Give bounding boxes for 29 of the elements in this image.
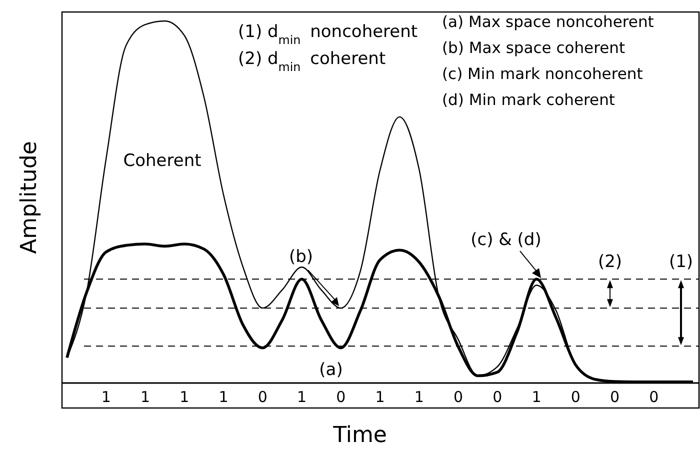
x-tick-label: 1: [101, 388, 111, 406]
series-label: Coherent: [123, 150, 202, 171]
annotation: (2): [598, 252, 622, 272]
annotation: (c) & (d): [470, 230, 542, 250]
annotation: (a) Max space noncoherent: [442, 13, 654, 31]
annotation: (1) d$_{min}$ noncoherent: [238, 22, 418, 47]
x-tick-label: 0: [649, 388, 659, 406]
x-tick-label: 1: [296, 388, 307, 406]
annotation: (b): [288, 247, 314, 268]
x-tick-label: 0: [453, 388, 464, 406]
x-tick-label: 0: [336, 388, 346, 406]
x-tick-label: 1: [180, 388, 190, 406]
x-tick-label: 0: [258, 388, 268, 406]
x-tick-label: 1: [532, 388, 542, 406]
x-tick-label: 1: [375, 388, 385, 406]
x-tick-label: 1: [140, 388, 150, 406]
x-axis-title: Time: [332, 423, 387, 448]
annotation: (b) Max space coherent: [442, 39, 626, 57]
x-tick-label: 1: [218, 388, 228, 406]
x-tick-label: 1: [414, 388, 424, 406]
annotation: (2) d$_{min}$ coherent: [238, 49, 386, 74]
annotation: (c) Min mark noncoherent: [442, 65, 643, 83]
x-tick-label: 0: [492, 388, 502, 406]
annotation: (d) Min mark coherent: [442, 91, 615, 109]
annotation: (a): [319, 360, 343, 380]
x-tick-label: 0: [610, 388, 620, 406]
x-tick-label: 0: [570, 388, 580, 406]
annotation: (1): [668, 252, 694, 272]
y-axis-title: Amplitude: [17, 141, 42, 254]
